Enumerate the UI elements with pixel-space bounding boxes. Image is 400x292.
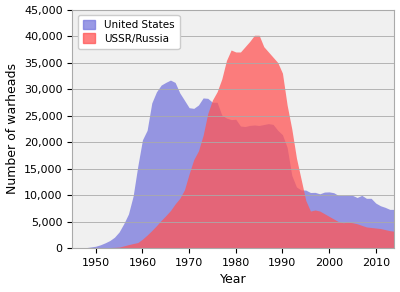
X-axis label: Year: Year [220, 273, 247, 286]
Y-axis label: Number of warheads: Number of warheads [6, 63, 18, 194]
Legend: United States, USSR/Russia: United States, USSR/Russia [78, 15, 180, 49]
